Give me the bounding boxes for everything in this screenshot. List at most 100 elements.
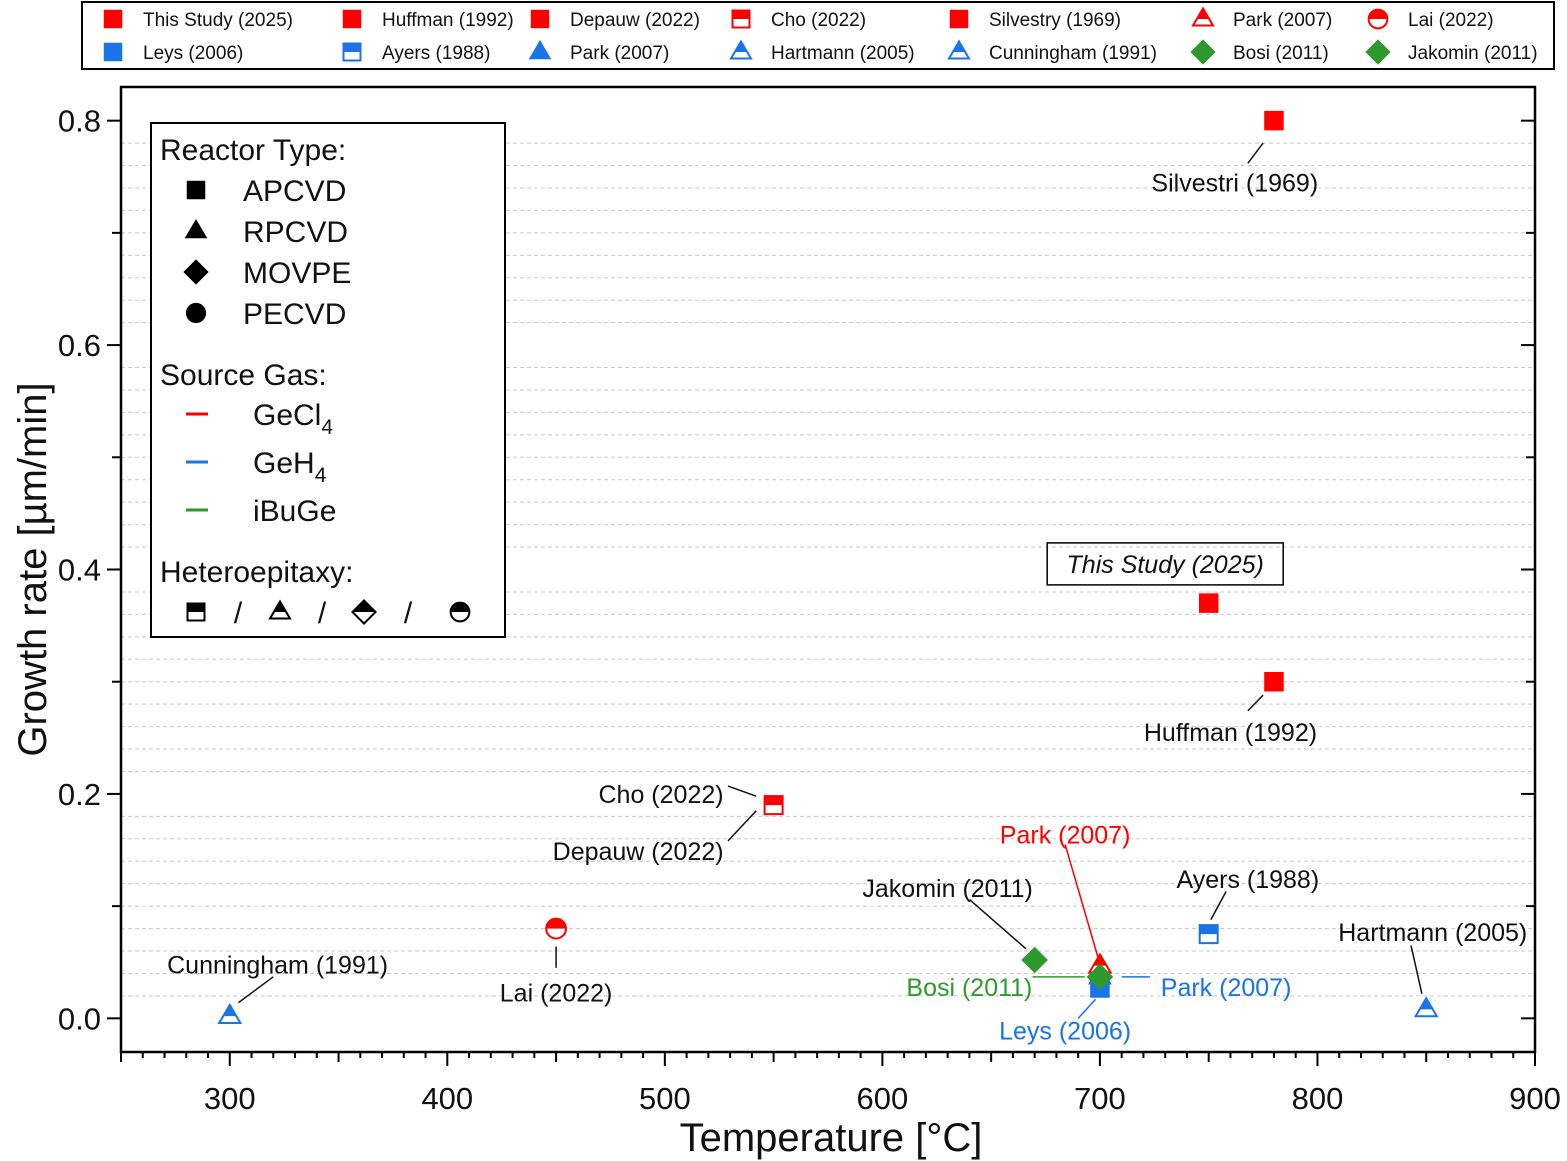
annotation: Leys (2006) [999,998,1131,1046]
reactor-marker [183,259,209,285]
legend-marker [1365,39,1391,65]
heteroepitaxy-marker-outline [268,599,292,620]
legend-marker-outline [1367,8,1389,30]
legend-marker-outline [1191,6,1215,27]
data-point-shape [1198,593,1219,613]
annotation-label: Depauw (2022) [553,838,724,866]
legend-entry: Cunningham (1991) [947,39,1157,64]
legend-marker-half [734,41,748,52]
data-point-shape [1264,110,1284,131]
grid-lines [121,142,1535,997]
annotation-label: Leys (2006) [999,1018,1131,1046]
legend-marker-shape [528,39,552,60]
annotation-label: Cho (2022) [599,781,724,809]
legend-entry: Ayers (1988) [342,42,490,64]
data-point [1264,671,1284,692]
heteroepitaxy-marker-outline [449,601,471,623]
annotation: This Study (2025) [1046,542,1284,586]
annotation-leader [1210,891,1227,920]
data-point-shape [1086,963,1114,991]
legend-label: This Study (2025) [143,10,293,31]
legend-marker-shape [1365,39,1391,65]
legend-marker [949,9,969,29]
legend-entry: Lai (2022) [1367,8,1494,31]
legend-marker [1367,8,1389,30]
data-point-outline [217,1002,243,1025]
legend-label: Cho (2022) [771,10,866,31]
legend-marker-half [343,43,361,52]
annotation-label: Ayers (1988) [1177,866,1320,894]
legend-label: Ayers (1988) [382,43,490,64]
reactor-type-title: Reactor Type: [160,134,346,167]
annotation-leader [1410,945,1423,994]
top-legend: This Study (2025) Huffman (1992) Depauw (2… [81,1,1555,70]
gas-label-base: GeCl [253,399,321,432]
annotation-label: Silvestri (1969) [1151,169,1318,197]
legend-marker [1190,39,1216,65]
legend-label: Lai (2022) [1408,10,1494,31]
axes: 300 400 500 600 700 800 900 0.0 0.2 0.4 0.6 0.8 Temp… [11,85,1561,1160]
legend-entry: Huffman (1992) [342,9,514,31]
annotations: Silvestri (1969) This Study (2025) Huffman… [167,142,1527,1046]
data-point-half [1199,925,1218,935]
legend-marker [103,42,123,62]
annotation-leader [727,810,757,842]
legend-marker-outline [729,39,753,60]
annotation-label: Huffman (1992) [1144,719,1317,747]
data-point-outline [1413,996,1439,1018]
annotation: Silvestri (1969) [1151,142,1318,197]
data-point [217,1002,243,1025]
heteroepitaxy-marker-half [273,601,287,612]
legend-entry: Leys (2006) [103,42,243,64]
annotation: Hartmann (2005) [1338,919,1527,994]
x-tick-label: 800 [1292,1081,1344,1116]
annotation-label: This Study (2025) [1067,551,1264,579]
legend-entry: Depauw (2022) [530,9,700,31]
inset-legend-frame [150,122,506,638]
heteroepitaxy-separator: / [234,597,243,630]
y-axis-title: Growth rate [µm/min] [11,382,55,756]
data-point [763,795,784,816]
legend-marker [342,9,362,29]
legend-entry: Bosi (2011) [1190,39,1329,65]
data-point [1198,924,1219,945]
y-tick-label: 0.2 [58,777,101,812]
y-tick-label: 0.4 [58,553,101,588]
heteroepitaxy-marker [186,602,206,622]
reactor-type-label: MOVPE [243,257,351,290]
data-points [217,110,1439,1025]
heteroepitaxy-marker [268,599,292,620]
data-point-half [1093,954,1107,966]
legend-marker-half [952,41,966,52]
legend-marker [530,9,550,29]
source-gas-title: Source Gas: [160,359,327,392]
gas-label: GeH4 [253,447,327,487]
heteroepitaxy-title: Heteroepitaxy: [160,556,353,589]
legend-entry: Silvestry (1969) [949,9,1121,31]
gas-label-sub: 4 [321,416,333,439]
annotation: Lai (2022) [500,946,612,1008]
annotation-leader [727,785,757,797]
data-point-half [764,796,783,806]
x-tick-label: 600 [857,1081,909,1116]
legend-marker-shape [1190,39,1216,65]
heteroepitaxy-marker [351,599,377,625]
legend-label: Silvestry (1969) [989,10,1121,31]
data-point [1413,996,1439,1018]
legend-marker [103,9,123,29]
annotation-leader [238,976,274,1004]
legend-marker-half [1196,8,1210,19]
gas-label: GeCl4 [253,399,333,439]
legend-label: Jakomin (2011) [1408,43,1538,64]
legend-marker [528,39,552,60]
data-point-half [223,1004,237,1017]
x-axis-title: Temperature [°C] [680,1116,983,1160]
annotation: Bosi (2011) [906,974,1085,1002]
legend-label: Bosi (2011) [1233,43,1329,64]
legend-entry: Cho (2022) [731,9,866,31]
heteroepitaxy-marker-outline [351,599,377,625]
gas-label-base: iBuGe [253,495,336,528]
gas-label: iBuGe [253,495,336,528]
data-point [1021,946,1048,974]
